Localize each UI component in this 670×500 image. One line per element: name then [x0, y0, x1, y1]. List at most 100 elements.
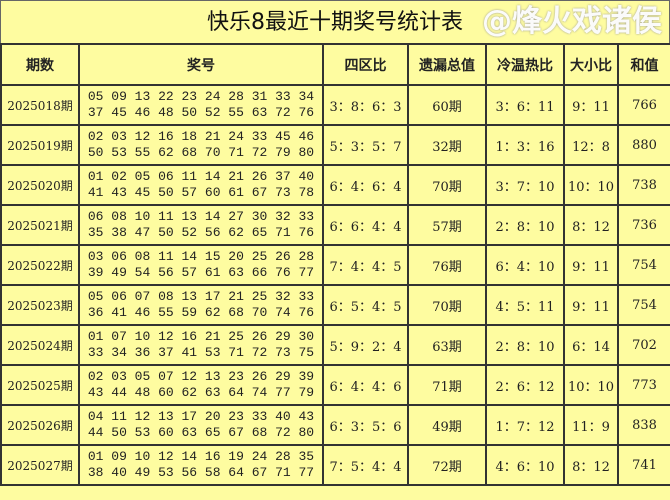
sum-cell: 754	[617, 284, 670, 326]
numbers-cell: 01 09 10 12 14 16 19 24 28 35 38 40 49 53…	[78, 444, 324, 486]
numbers-line-2: 44 50 53 60 63 65 67 68 72 80	[87, 425, 315, 440]
header-zone-ratio: 四区比	[322, 43, 409, 86]
table-row: 2025022期 03 06 08 11 14 15 20 25 26 28 39…	[0, 244, 670, 286]
header-big-small: 大小比	[563, 43, 619, 86]
numbers-line-1: 02 03 05 07 12 13 23 26 29 39	[87, 369, 315, 384]
numbers-cell: 02 03 12 16 18 21 24 33 45 46 50 53 55 62…	[78, 124, 324, 166]
big-small-cell: 8：12	[563, 204, 619, 246]
cold-warm-hot-cell: 2：8：10	[485, 324, 565, 366]
zone-ratio-cell: 6：3：5：6	[322, 404, 409, 446]
table-row: 2025025期 02 03 05 07 12 13 23 26 29 39 43…	[0, 364, 670, 406]
sum-cell: 880	[617, 124, 670, 166]
sum-cell: 754	[617, 244, 670, 286]
period-cell: 2025019期	[0, 124, 80, 166]
miss-total-cell: 70期	[407, 284, 487, 326]
numbers-line-1: 05 09 13 22 23 24 28 31 33 34	[87, 89, 315, 104]
table-row: 2025026期 04 11 12 13 17 20 23 33 40 43 44…	[0, 404, 670, 446]
big-small-cell: 10：10	[563, 364, 619, 406]
numbers-line-1: 01 09 10 12 14 16 19 24 28 35	[87, 449, 315, 464]
zone-ratio-cell: 6：6：4：4	[322, 204, 409, 246]
numbers-line-2: 38 40 49 53 56 58 64 67 71 77	[87, 465, 315, 480]
big-small-cell: 10：10	[563, 164, 619, 206]
numbers-line-2: 43 44 48 60 62 63 64 74 77 79	[87, 385, 315, 400]
cold-warm-hot-cell: 4：6：10	[485, 444, 565, 486]
numbers-cell: 05 09 13 22 23 24 28 31 33 34 37 45 46 48…	[78, 84, 324, 126]
table-row: 2025020期 01 02 05 06 11 14 21 26 37 40 41…	[0, 164, 670, 206]
cold-warm-hot-cell: 1：7：12	[485, 404, 565, 446]
numbers-line-2: 50 53 55 62 68 70 71 72 79 80	[87, 145, 315, 160]
cold-warm-hot-cell: 2：6：12	[485, 364, 565, 406]
numbers-cell: 05 06 07 08 13 17 21 25 32 33 36 41 46 55…	[78, 284, 324, 326]
miss-total-cell: 60期	[407, 84, 487, 126]
numbers-line-1: 06 08 10 11 13 14 27 30 32 33	[87, 209, 315, 224]
period-cell: 2025027期	[0, 444, 80, 486]
numbers-cell: 02 03 05 07 12 13 23 26 29 39 43 44 48 60…	[78, 364, 324, 406]
zone-ratio-cell: 7：4：4：5	[322, 244, 409, 286]
header-sum: 和值	[617, 43, 670, 86]
numbers-line-1: 02 03 12 16 18 21 24 33 45 46	[87, 129, 315, 144]
table-row: 2025024期 01 07 10 12 16 21 25 26 29 30 33…	[0, 324, 670, 366]
sum-cell: 736	[617, 204, 670, 246]
sum-cell: 702	[617, 324, 670, 366]
sum-cell: 738	[617, 164, 670, 206]
zone-ratio-cell: 5：3：5：7	[322, 124, 409, 166]
sum-cell: 766	[617, 84, 670, 126]
big-small-cell: 9：11	[563, 284, 619, 326]
cold-warm-hot-cell: 3：7：10	[485, 164, 565, 206]
stats-table: 期数 奖号 四区比 遗漏总值 冷温热比 大小比 和值 2025018期 05 0…	[0, 43, 670, 486]
sum-cell: 838	[617, 404, 670, 446]
numbers-line-1: 05 06 07 08 13 17 21 25 32 33	[87, 289, 315, 304]
period-cell: 2025020期	[0, 164, 80, 206]
numbers-cell: 03 06 08 11 14 15 20 25 26 28 39 49 54 56…	[78, 244, 324, 286]
header-miss-total: 遗漏总值	[407, 43, 487, 86]
zone-ratio-cell: 6：4：6：4	[322, 164, 409, 206]
sum-cell: 773	[617, 364, 670, 406]
numbers-cell: 01 02 05 06 11 14 21 26 37 40 41 43 45 50…	[78, 164, 324, 206]
miss-total-cell: 32期	[407, 124, 487, 166]
miss-total-cell: 63期	[407, 324, 487, 366]
header-cold-warm-hot: 冷温热比	[485, 43, 565, 86]
period-cell: 2025025期	[0, 364, 80, 406]
watermark: @烽火戏诸侯	[482, 4, 662, 39]
zone-ratio-cell: 6：5：4：5	[322, 284, 409, 326]
header-period: 期数	[0, 43, 80, 86]
miss-total-cell: 57期	[407, 204, 487, 246]
table-row: 2025023期 05 06 07 08 13 17 21 25 32 33 36…	[0, 284, 670, 326]
cold-warm-hot-cell: 1：3：16	[485, 124, 565, 166]
period-cell: 2025024期	[0, 324, 80, 366]
period-cell: 2025018期	[0, 84, 80, 126]
cold-warm-hot-cell: 2：8：10	[485, 204, 565, 246]
numbers-line-1: 01 07 10 12 16 21 25 26 29 30	[87, 329, 315, 344]
cold-warm-hot-cell: 4：5：11	[485, 284, 565, 326]
numbers-line-1: 03 06 08 11 14 15 20 25 26 28	[87, 249, 315, 264]
big-small-cell: 9：11	[563, 244, 619, 286]
numbers-line-2: 35 38 47 50 52 56 62 65 71 76	[87, 225, 315, 240]
table-row: 2025019期 02 03 12 16 18 21 24 33 45 46 50…	[0, 124, 670, 166]
period-cell: 2025021期	[0, 204, 80, 246]
header-row: 期数 奖号 四区比 遗漏总值 冷温热比 大小比 和值	[0, 43, 670, 86]
table-title: 快乐8最近十期奖号统计表	[0, 0, 670, 43]
big-small-cell: 12：8	[563, 124, 619, 166]
cold-warm-hot-cell: 3：6：11	[485, 84, 565, 126]
numbers-cell: 01 07 10 12 16 21 25 26 29 30 33 34 36 37…	[78, 324, 324, 366]
cold-warm-hot-cell: 6：4：10	[485, 244, 565, 286]
miss-total-cell: 49期	[407, 404, 487, 446]
zone-ratio-cell: 5：9：2：4	[322, 324, 409, 366]
zone-ratio-cell: 7：5：4：4	[322, 444, 409, 486]
numbers-cell: 04 11 12 13 17 20 23 33 40 43 44 50 53 60…	[78, 404, 324, 446]
table-row: 2025027期 01 09 10 12 14 16 19 24 28 35 38…	[0, 444, 670, 486]
miss-total-cell: 70期	[407, 164, 487, 206]
period-cell: 2025023期	[0, 284, 80, 326]
period-cell: 2025022期	[0, 244, 80, 286]
period-cell: 2025026期	[0, 404, 80, 446]
zone-ratio-cell: 6：4：4：6	[322, 364, 409, 406]
numbers-line-1: 01 02 05 06 11 14 21 26 37 40	[87, 169, 315, 184]
zone-ratio-cell: 3：8：6：3	[322, 84, 409, 126]
table-row: 2025018期 05 09 13 22 23 24 28 31 33 34 37…	[0, 84, 670, 126]
miss-total-cell: 76期	[407, 244, 487, 286]
sum-cell: 741	[617, 444, 670, 486]
big-small-cell: 11：9	[563, 404, 619, 446]
big-small-cell: 9：11	[563, 84, 619, 126]
big-small-cell: 6：14	[563, 324, 619, 366]
numbers-line-2: 36 41 46 55 59 62 68 70 74 76	[87, 305, 315, 320]
